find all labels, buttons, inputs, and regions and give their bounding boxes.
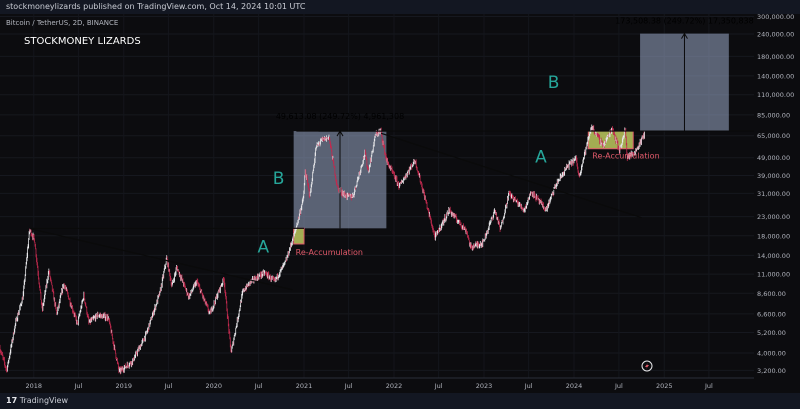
price-tick-label: 180,000.00: [757, 53, 794, 61]
price-tick-label: 6,600.00: [757, 310, 786, 318]
annotation-text: 49,613.08 (249.72%) 4,961,308 173,508.38 …: [258, 17, 754, 258]
time-tick-label: Jul: [254, 382, 263, 390]
price-tick-label: 31,000.00: [757, 190, 790, 198]
annotation-lines: [29, 32, 754, 291]
time-tick-label: Jul: [524, 382, 533, 390]
price-tick-label: 49,000.00: [757, 154, 790, 162]
downtrend-line-2: [381, 132, 642, 219]
time-tick-label: Jul: [344, 382, 353, 390]
price-tick-label: 11,000.00: [757, 271, 790, 279]
price-tick-label: 8,600.00: [757, 290, 786, 298]
measure-arrow-2-head: [681, 32, 688, 39]
time-tick-label: 2019: [116, 382, 133, 390]
price-tick-label: 110,000.00: [757, 91, 794, 99]
time-axis[interactable]: 2018 Jul 2019 Jul 2020 Jul 2021 Jul 2022 Jul 2023 J…: [0, 377, 754, 390]
symbol-line: Bitcoin / TetherUS, 2D, BINANCE: [6, 19, 118, 27]
time-tick-label: 2018: [26, 382, 43, 390]
price-tick-label: 39,000.00: [757, 172, 790, 180]
author-watermark: STOCKMONEY LIZARDS: [24, 36, 141, 47]
re-accumulation-label-1: Re-Accumulation: [296, 248, 363, 257]
price-tick-label: 240,000.00: [757, 30, 794, 38]
wave-letter: A: [535, 148, 547, 168]
measure-arrow-1-head: [336, 130, 344, 137]
price-tick-label: 4,000.00: [757, 349, 786, 357]
time-tick-label: Jul: [73, 382, 82, 390]
measure-label-1: 49,613.08 (249.72%) 4,961,308: [276, 112, 404, 121]
re-accumulation-label-2: Re-Accumulation: [592, 152, 659, 161]
publisher-line: stockmoneylizards published on TradingVi…: [6, 2, 306, 11]
price-tick-label: 140,000.00: [757, 72, 794, 80]
tradingview-logo-mark: 17: [6, 396, 18, 405]
time-tick-label: Jul: [614, 382, 623, 390]
price-tick-label: 14,000.00: [757, 252, 790, 260]
time-tick-label: 2023: [476, 382, 493, 390]
price-chart[interactable]: 49,613.08 (249.72%) 4,961,308 173,508.38 …: [0, 14, 800, 393]
wave-letter: B: [548, 73, 560, 93]
footer-bar: 17 TradingView: [0, 393, 800, 409]
candle-series: [0, 124, 645, 375]
time-tick-label: 2020: [205, 382, 222, 390]
price-tick-label: 18,000.00: [757, 232, 790, 240]
time-tick-label: 2021: [296, 382, 313, 390]
time-tick-label: Jul: [163, 382, 172, 390]
time-tick-label: 2025: [656, 382, 673, 390]
wave-letter: B: [273, 169, 285, 189]
time-tick-label: 2024: [566, 382, 583, 390]
price-tick-label: 85,000.00: [757, 111, 790, 119]
lightning-icon[interactable]: [641, 360, 653, 372]
price-axis[interactable]: 300,000.00 240,000.00 180,000.00 140,000.00…: [757, 14, 794, 375]
publisher-header: stockmoneylizards published on TradingVi…: [0, 0, 800, 14]
price-tick-label: 300,000.00: [757, 14, 794, 21]
downtrend-line-1: [29, 228, 293, 291]
chart-grid: [0, 14, 754, 378]
time-tick-label: Jul: [434, 382, 443, 390]
time-tick-label: 2022: [386, 382, 403, 390]
annotation-boxes: [293, 33, 729, 245]
price-tick-label: 5,200.00: [757, 329, 786, 337]
tradingview-brand: TradingView: [19, 396, 69, 405]
price-tick-label: 3,200.00: [757, 367, 786, 375]
tradingview-logo[interactable]: 17 TradingView: [6, 396, 68, 405]
price-tick-label: 23,000.00: [757, 213, 790, 221]
price-tick-label: 65,000.00: [757, 132, 790, 140]
time-tick-label: Jul: [704, 382, 713, 390]
wave-letter: A: [258, 238, 270, 258]
measure-label-2: 173,508.38 (249.72%) 17,350,838: [615, 17, 754, 26]
